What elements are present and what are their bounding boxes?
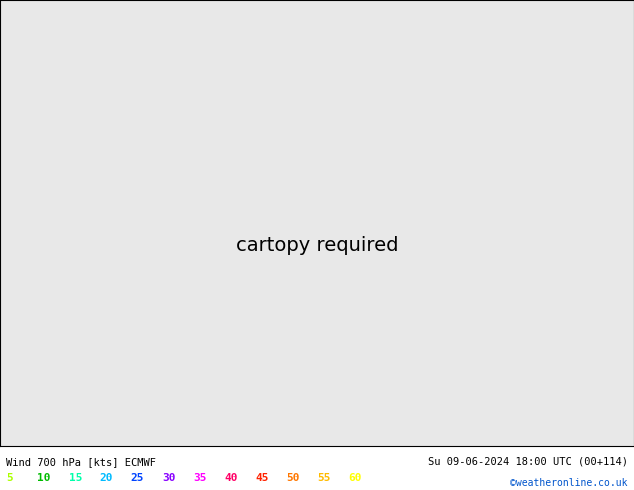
- Text: 50: 50: [287, 473, 300, 483]
- Text: Su 09-06-2024 18:00 UTC (00+114): Su 09-06-2024 18:00 UTC (00+114): [428, 457, 628, 467]
- Text: 10: 10: [37, 473, 51, 483]
- Text: 60: 60: [349, 473, 362, 483]
- Text: 15: 15: [68, 473, 82, 483]
- Text: 20: 20: [100, 473, 113, 483]
- Text: 40: 40: [224, 473, 238, 483]
- Text: cartopy required: cartopy required: [236, 236, 398, 254]
- Text: Wind 700 hPa [kts] ECMWF: Wind 700 hPa [kts] ECMWF: [6, 457, 157, 467]
- Text: 45: 45: [256, 473, 269, 483]
- Text: 55: 55: [318, 473, 331, 483]
- Text: 25: 25: [131, 473, 145, 483]
- Text: 30: 30: [162, 473, 176, 483]
- Text: 35: 35: [193, 473, 207, 483]
- Text: ©weatheronline.co.uk: ©weatheronline.co.uk: [510, 478, 628, 488]
- Text: 5: 5: [6, 473, 13, 483]
